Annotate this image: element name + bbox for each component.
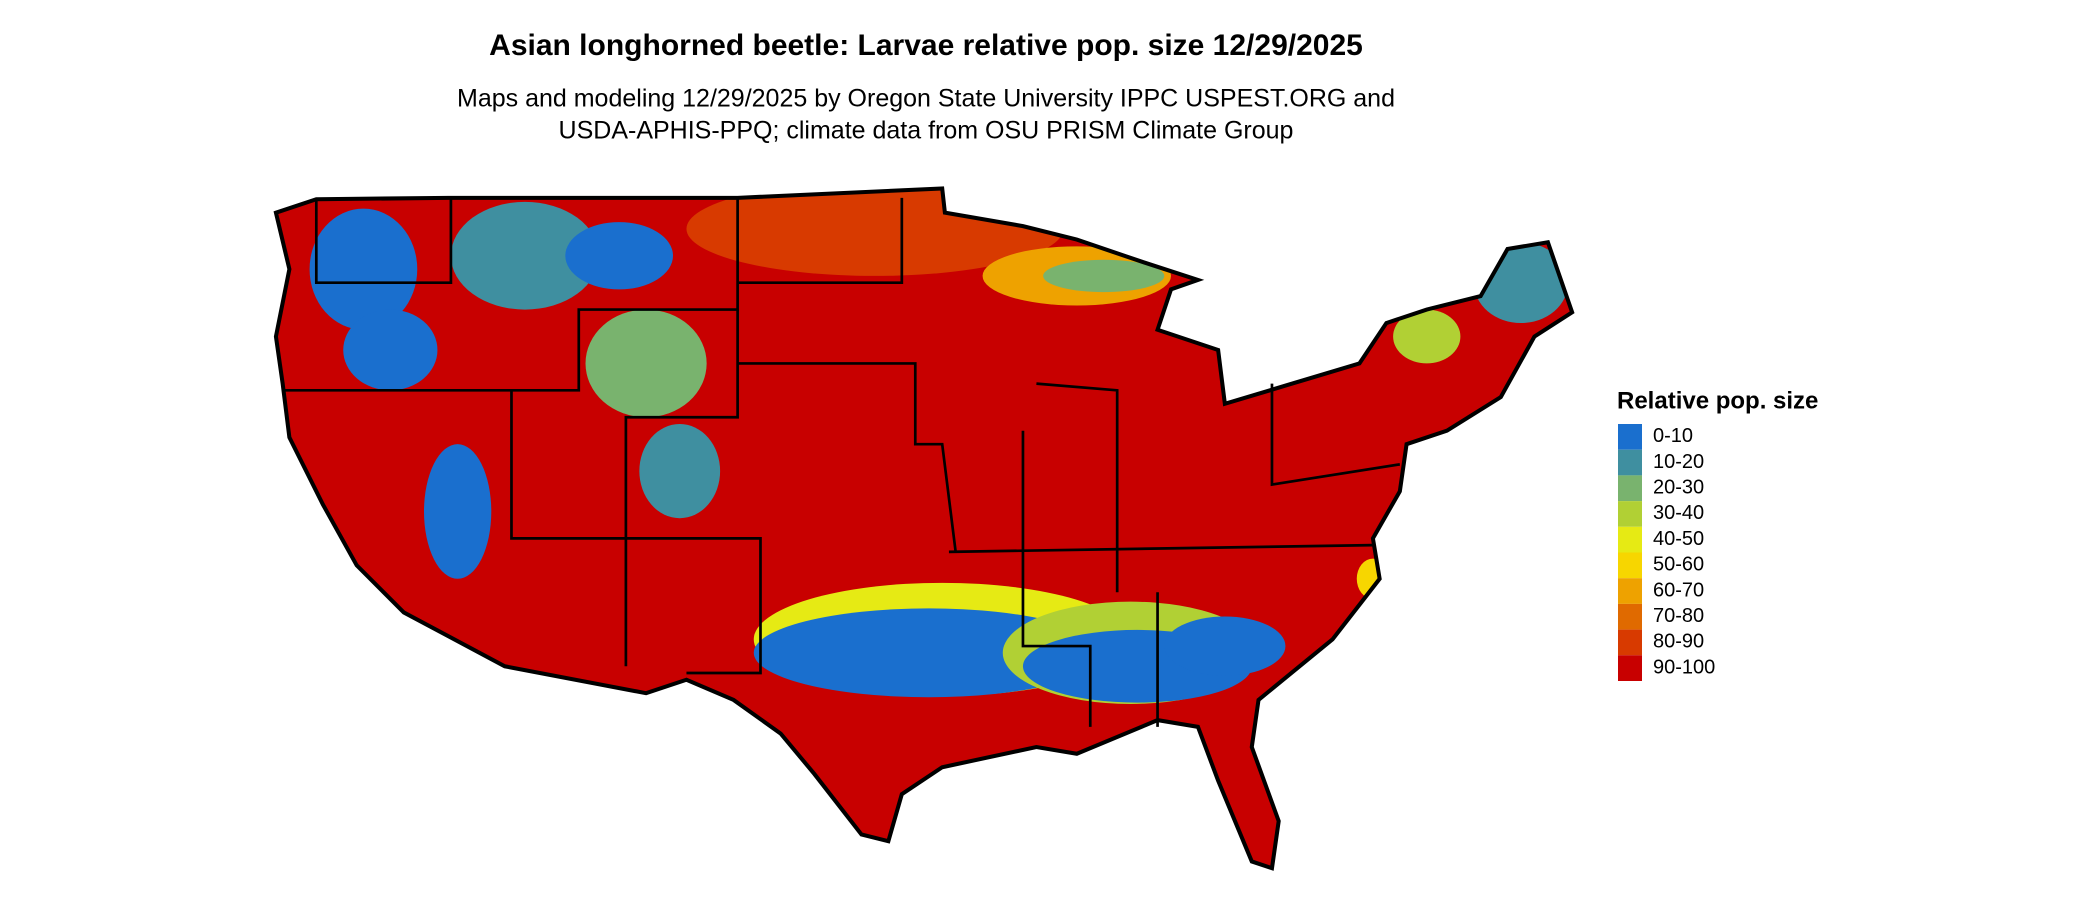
legend-swatch xyxy=(1618,655,1642,681)
us-map xyxy=(256,175,1602,892)
legend-label: 30-40 xyxy=(1653,502,1704,524)
legend-swatch xyxy=(1618,603,1642,630)
legend: Relative pop. size 0-10 10-20 20-30 30-40 40… xyxy=(1617,387,1818,681)
legend-swatch xyxy=(1618,475,1642,502)
legend-label: 60-70 xyxy=(1653,579,1704,601)
legend-label: 20-30 xyxy=(1653,477,1704,499)
legend-label: 50-60 xyxy=(1653,554,1704,576)
legend-label: 10-20 xyxy=(1653,451,1704,473)
map-subtitle: USDA-APHIS-PPQ; climate data from OSU PR… xyxy=(559,117,1294,145)
legend-swatch xyxy=(1618,578,1642,604)
legend-swatch xyxy=(1618,552,1642,579)
map-title: Asian longhorned beetle: Larvae relative… xyxy=(489,29,1363,62)
legend-swatch xyxy=(1618,501,1642,527)
legend-label: 70-80 xyxy=(1653,605,1704,627)
legend-swatch xyxy=(1618,424,1642,450)
legend-label: 40-50 xyxy=(1653,528,1704,550)
legend-swatch xyxy=(1618,526,1642,553)
legend-swatch xyxy=(1618,629,1642,656)
legend-swatch xyxy=(1618,449,1642,476)
map-subtitle: Maps and modeling 12/29/2025 by Oregon S… xyxy=(457,85,1395,113)
legend-title: Relative pop. size xyxy=(1617,387,1818,414)
legend-label: 80-90 xyxy=(1653,631,1704,653)
legend-label: 0-10 xyxy=(1653,425,1693,447)
legend-label: 90-100 xyxy=(1653,656,1715,678)
